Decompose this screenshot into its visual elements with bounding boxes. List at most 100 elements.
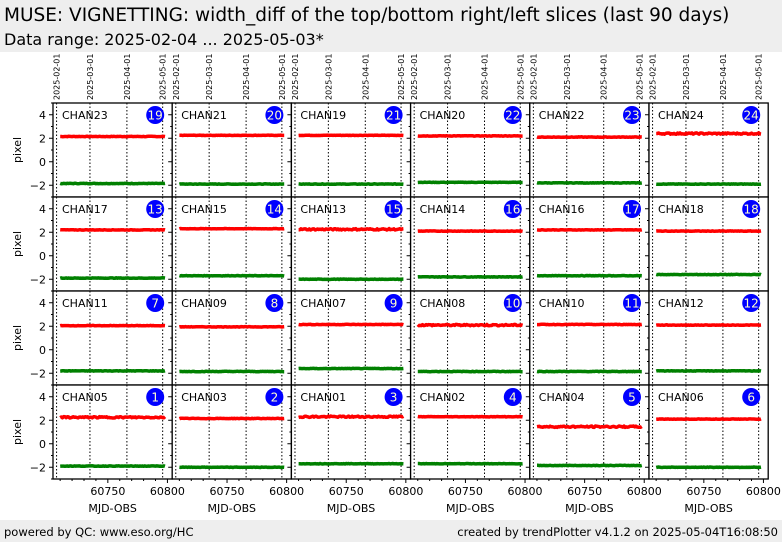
channel-badge xyxy=(265,388,284,406)
channel-badge xyxy=(623,294,641,312)
x-tick-label: 60750 xyxy=(90,485,125,498)
y-tick-label: −2 xyxy=(30,273,46,286)
y-tick-label: 0 xyxy=(39,344,46,357)
date-tick-label: 2025-04-01 xyxy=(361,54,370,101)
channel-badge xyxy=(265,106,284,124)
channel-label: CHAN05 xyxy=(62,391,108,404)
channel-badge xyxy=(384,388,403,406)
bottom-series-line xyxy=(59,464,166,469)
channel-label: CHAN16 xyxy=(539,203,585,216)
x-tick-label: 60800 xyxy=(508,485,543,498)
channel-label: CHAN04 xyxy=(539,391,585,404)
date-tick-label: 2025-03-01 xyxy=(324,54,333,101)
channel-badge-number: 2 xyxy=(271,391,279,405)
y-tick-label: 0 xyxy=(39,250,46,263)
channel-badge xyxy=(503,106,522,124)
channel-badge xyxy=(503,200,522,218)
channel-badge xyxy=(503,294,522,312)
y-axis-label: pixel xyxy=(11,419,24,445)
top-series-line xyxy=(178,324,285,329)
date-tick-label: 2025-03-01 xyxy=(86,54,95,101)
y-tick-label: 4 xyxy=(39,391,46,404)
bottom-series-line xyxy=(178,465,285,470)
top-series-line xyxy=(536,135,643,140)
date-tick-label: 2025-02-01 xyxy=(172,54,181,101)
y-axis-label: pixel xyxy=(11,325,24,351)
date-tick-label: 2025-05-01 xyxy=(159,54,168,101)
bottom-series-line xyxy=(297,461,405,466)
date-tick-label: 2025-03-01 xyxy=(682,54,691,101)
top-series-line xyxy=(416,322,524,328)
channel-badge xyxy=(384,200,403,218)
channel-label: CHAN12 xyxy=(658,297,704,310)
x-tick-label: 60750 xyxy=(329,485,364,498)
channel-badge xyxy=(146,200,165,218)
channel-label: CHAN02 xyxy=(420,391,466,404)
date-tick-label: 2025-05-01 xyxy=(516,54,525,101)
channel-label: CHAN23 xyxy=(62,109,108,122)
date-tick-label: 2025-03-01 xyxy=(563,54,572,101)
footer-bar: powered by QC: www.eso.org/HC created by… xyxy=(0,520,782,542)
top-series-line xyxy=(297,414,405,420)
y-tick-label: 2 xyxy=(39,414,46,427)
x-axis-label: MJD-OBS xyxy=(446,502,494,515)
date-tick-label: 2025-02-01 xyxy=(291,54,300,101)
panel-frame xyxy=(648,384,769,480)
bottom-series-line xyxy=(655,272,762,277)
created-by-text: created by trendPlotter v4.1.2 on 2025-0… xyxy=(457,525,778,539)
channel-badge xyxy=(503,388,522,406)
top-series-line xyxy=(655,229,762,234)
channel-badge xyxy=(742,388,761,406)
channel-badge-number: 5 xyxy=(628,391,636,405)
y-axis-label: pixel xyxy=(11,231,24,257)
date-tick-label: 2025-04-01 xyxy=(481,54,490,101)
channel-label: CHAN10 xyxy=(539,297,585,310)
channel-label: CHAN08 xyxy=(420,297,466,310)
date-tick-label: 2025-05-01 xyxy=(397,54,406,101)
x-tick-label: 60800 xyxy=(627,485,662,498)
channel-badge-number: 12 xyxy=(744,297,759,311)
x-tick-label: 60800 xyxy=(388,485,423,498)
x-axis-label: MJD-OBS xyxy=(327,502,375,515)
channel-badge-number: 14 xyxy=(267,203,282,217)
channel-label: CHAN15 xyxy=(181,203,227,216)
bottom-series-line xyxy=(297,182,405,187)
channel-badge-number: 17 xyxy=(624,203,639,217)
top-series-line xyxy=(297,226,405,232)
x-tick-label: 60750 xyxy=(210,485,245,498)
x-tick-label: 60800 xyxy=(150,485,185,498)
date-tick-label: 2025-04-01 xyxy=(600,54,609,101)
channel-badge-number: 7 xyxy=(151,297,159,311)
channel-badge-number: 18 xyxy=(744,203,759,217)
channel-label: CHAN11 xyxy=(62,297,108,310)
x-tick-label: 60750 xyxy=(448,485,483,498)
bottom-series-line xyxy=(59,276,166,281)
top-series-line xyxy=(59,414,167,420)
channel-badge xyxy=(623,388,641,406)
channel-label: CHAN19 xyxy=(300,109,346,122)
channel-badge-number: 8 xyxy=(271,297,279,311)
top-series-line xyxy=(655,323,762,328)
channel-badge-number: 13 xyxy=(148,203,163,217)
date-tick-label: 2025-05-01 xyxy=(635,54,644,101)
channel-badge-number: 10 xyxy=(505,297,520,311)
channel-badge xyxy=(742,200,761,218)
y-tick-label: −2 xyxy=(30,367,46,380)
channel-label: CHAN24 xyxy=(658,109,704,122)
channel-badge xyxy=(146,388,165,406)
channel-badge xyxy=(384,294,403,312)
y-tick-label: 4 xyxy=(39,297,46,310)
top-series-line xyxy=(417,414,524,419)
powered-by-text: powered by QC: www.eso.org/HC xyxy=(4,525,194,539)
channel-badge-number: 20 xyxy=(267,109,282,123)
bottom-series-line xyxy=(655,182,762,187)
date-tick-label: 2025-04-01 xyxy=(242,54,251,101)
channel-label: CHAN14 xyxy=(420,203,466,216)
channel-badge-number: 24 xyxy=(744,109,759,123)
channel-badge-number: 6 xyxy=(747,391,755,405)
bottom-series-line xyxy=(178,182,285,187)
page-title: MUSE: VIGNETTING: width_diff of the top/… xyxy=(4,5,730,26)
date-tick-label: 2025-04-01 xyxy=(719,54,728,101)
channel-badge xyxy=(623,106,641,124)
